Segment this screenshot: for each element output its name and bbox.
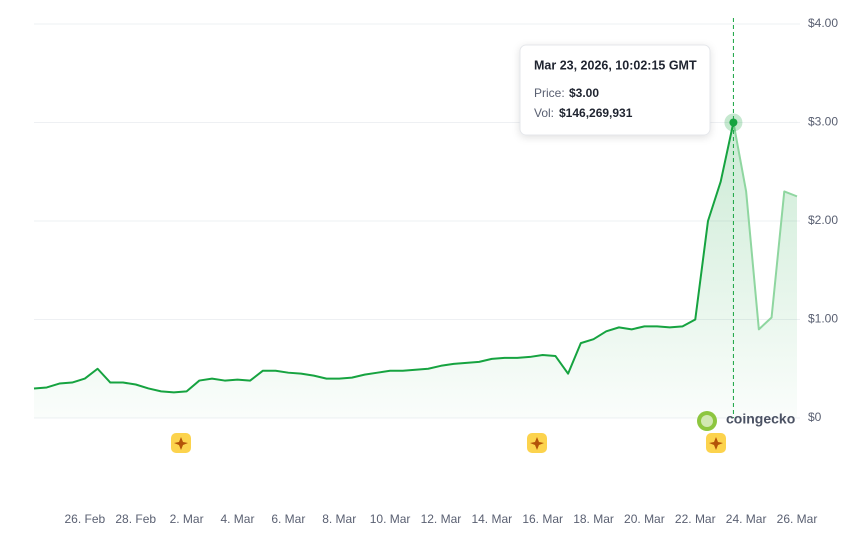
price-line (33, 122, 735, 394)
x-tick-label: 18. Mar (573, 512, 614, 526)
x-tick-label: 2. Mar (170, 512, 204, 526)
price-area (34, 122, 797, 418)
brand: coingecko (726, 411, 795, 427)
x-tick-label: 8. Mar (322, 512, 356, 526)
tooltip-price: $3.00 (569, 86, 599, 100)
x-tick-label: 4. Mar (220, 512, 254, 526)
x-tick-label: 20. Mar (624, 512, 665, 526)
x-tick-label: 12. Mar (421, 512, 462, 526)
tooltip-date: Mar 23, 2026, 10:02:15 GMT (534, 58, 697, 72)
x-tick-label: 22. Mar (675, 512, 716, 526)
tooltip-price-label: Price: (534, 86, 565, 100)
price-line-after-hover (732, 122, 798, 331)
y-tick-label: $2.00 (808, 213, 838, 227)
x-tick-label: 16. Mar (522, 512, 563, 526)
tooltip-box (519, 44, 711, 136)
x-tick-label: 26. Mar (777, 512, 818, 526)
y-tick-label: $4.00 (808, 16, 838, 30)
x-tick-label: 10. Mar (370, 512, 411, 526)
x-tick-label: 24. Mar (726, 512, 767, 526)
brand-logo-inner (701, 415, 713, 427)
x-tick-label: 14. Mar (471, 512, 512, 526)
hover-point (729, 118, 738, 127)
tooltip: Mar 23, 2026, 10:02:15 GMT Price: $3.00 … (519, 44, 711, 136)
x-tick-label: 28. Feb (115, 512, 156, 526)
x-tick-label: 26. Feb (65, 512, 106, 526)
y-tick-label: $3.00 (808, 115, 838, 129)
y-tick-label: $1.00 (808, 312, 838, 326)
y-tick-label: $0 (808, 410, 822, 424)
tooltip-vol-label: Vol: (534, 106, 554, 120)
x-tick-label: 6. Mar (271, 512, 305, 526)
event-markers[interactable] (171, 433, 726, 453)
tooltip-vol: $146,269,931 (559, 106, 633, 120)
